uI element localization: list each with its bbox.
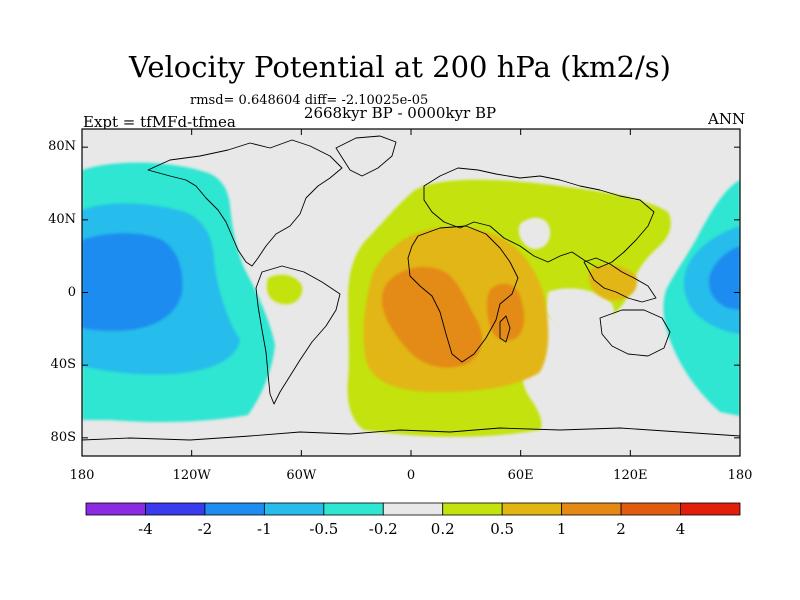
colorbar-swatch: [382, 502, 444, 516]
colorbar: [85, 502, 741, 516]
lon-label: 180: [69, 468, 95, 483]
colorbar-swatch: [561, 502, 622, 516]
colorbar-swatch: [680, 502, 741, 516]
season-label: ANN: [708, 110, 746, 128]
coast-antarctica: [82, 427, 740, 441]
lat-label: 40N: [48, 211, 76, 227]
coast-southeast-asia: [583, 257, 657, 303]
colorbar-label: -4: [138, 520, 153, 538]
colorbar-swatch: [145, 502, 206, 516]
lon-label: 60W: [286, 468, 317, 483]
period-label: 2668kyr BP - 0000kyr BP: [303, 104, 497, 122]
experiment-label: Expt = tfMFd-tfmea: [83, 113, 236, 131]
colorbar-label: 2: [616, 520, 626, 538]
coast-greenland: [335, 135, 397, 177]
lon-label: 60E: [507, 468, 534, 483]
colorbar-label: 0.5: [490, 520, 515, 538]
coastlines: [82, 135, 740, 441]
contour-pacific-low-core: [82, 233, 183, 331]
coast-europe: [423, 167, 655, 269]
contour-caribbean-high: [266, 274, 303, 305]
coast-north-america: [147, 139, 343, 267]
lat-label: 80N: [48, 139, 76, 155]
coast-madagascar: [499, 315, 511, 343]
contour-indian-high-core: [487, 283, 525, 341]
lat-label: 80S: [50, 429, 76, 445]
stats-line: rmsd= 0.648604 diff= -2.10025e-05: [190, 93, 429, 108]
lat-label: 40S: [50, 357, 76, 373]
colorbar-swatch: [442, 502, 503, 516]
colorbar-swatch: [85, 502, 146, 516]
colorbar-label: 0.2: [430, 520, 455, 538]
contour-southern-ocean-low: [518, 217, 551, 250]
colorbar-swatch: [620, 502, 681, 516]
coast-africa: [407, 225, 519, 363]
colorbar-label: 1: [556, 520, 567, 538]
colorbar-label: -1: [257, 520, 272, 538]
lon-label: 0: [406, 468, 416, 483]
coast-south-america: [255, 265, 341, 405]
colorbar-label: -0.5: [309, 520, 339, 538]
lon-label: 120W: [172, 468, 211, 483]
lon-label: 120E: [613, 468, 648, 483]
plot-title: Velocity Potential at 200 hPa (km2/s): [129, 50, 671, 84]
contour-australia-gap: [546, 288, 615, 333]
coast-australia: [599, 309, 671, 357]
contour-africa-high-core: [382, 266, 482, 368]
contour-pacific-east-core: [708, 246, 740, 310]
lat-label: 0: [67, 284, 76, 300]
colorbar-swatch: [263, 502, 325, 516]
axis-ticks: [81, 129, 741, 456]
colorbar-label: -2: [197, 520, 213, 538]
colorbar-swatch: [204, 502, 265, 516]
colorbar-label: -0.2: [368, 520, 398, 538]
colorbar-swatch: [501, 502, 563, 516]
lon-label: 180: [727, 468, 753, 483]
colorbar-label: 4: [675, 520, 686, 538]
colorbar-swatch: [323, 502, 384, 516]
contour-field: [82, 129, 740, 456]
